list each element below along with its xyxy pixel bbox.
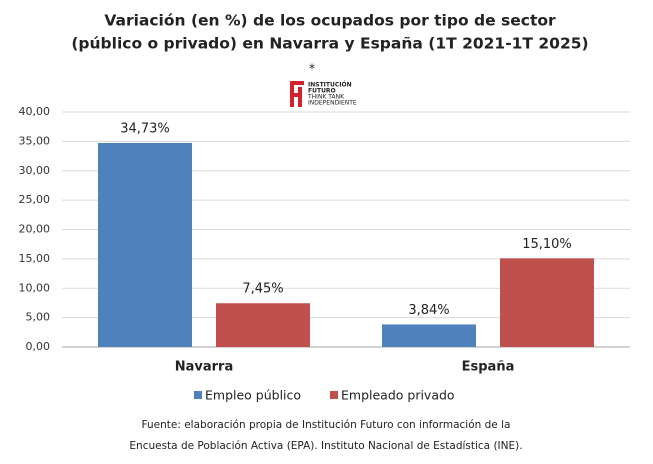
value-label: 7,45%	[242, 282, 283, 297]
value-label: 3,84%	[408, 303, 449, 318]
bar	[216, 303, 310, 347]
legend-label: Empleado privado	[341, 388, 455, 403]
y-tick-label: 10,00	[19, 281, 51, 294]
legend-label: Empleo público	[205, 388, 301, 403]
y-tick-label: 30,00	[19, 164, 51, 177]
logo-icon	[290, 81, 304, 107]
bar	[382, 324, 476, 347]
y-tick-label: 40,00	[19, 105, 51, 118]
logo-text: INDEPENDIENTE	[308, 100, 357, 107]
x-tick-label: España	[462, 360, 515, 375]
value-label: 34,73%	[120, 121, 170, 136]
bar	[98, 142, 192, 347]
value-label: 15,10%	[522, 237, 572, 252]
y-tick-label: 35,00	[19, 134, 51, 147]
chart-title: (público o privado) en Navarra y España …	[71, 35, 588, 53]
y-tick-label: 0,00	[26, 340, 51, 353]
footnote: Fuente: elaboración propia de Institució…	[142, 419, 511, 431]
logo-text: FUTURO	[308, 88, 336, 95]
logo-mark: *	[309, 62, 315, 76]
logo-text: THINK TANK	[307, 94, 345, 101]
footnote: Encuesta de Población Activa (EPA). Inst…	[129, 440, 522, 452]
logo-text: INSTITUCIÓN	[308, 82, 352, 89]
y-tick-label: 5,00	[26, 311, 51, 324]
y-tick-label: 25,00	[19, 193, 51, 206]
x-tick-label: Navarra	[175, 360, 234, 375]
bar	[500, 258, 594, 347]
legend-swatch	[330, 391, 338, 399]
chart-title: Variación (en %) de los ocupados por tip…	[104, 12, 556, 30]
y-tick-label: 15,00	[19, 252, 51, 265]
y-tick-label: 20,00	[19, 223, 51, 236]
legend-swatch	[194, 391, 202, 399]
